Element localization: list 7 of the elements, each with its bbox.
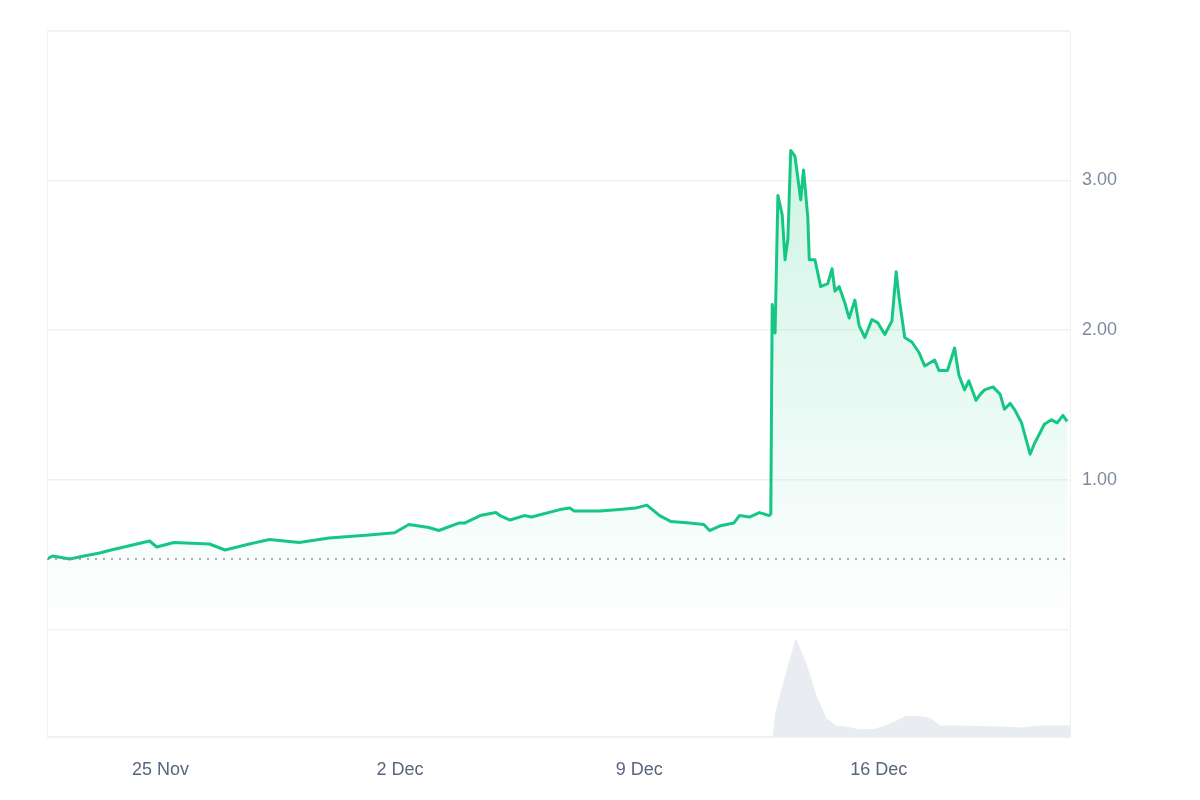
x-tick-label: 16 Dec [850, 758, 908, 779]
x-tick-label: 9 Dec [615, 758, 663, 779]
y-tick-label: 1.00 [1082, 468, 1118, 489]
x-tick-label: 25 Nov [132, 758, 190, 779]
y-tick-label: 2.00 [1082, 319, 1118, 340]
y-tick-label: 3.00 [1082, 169, 1118, 190]
x-tick-label: 2 Dec [376, 758, 424, 779]
